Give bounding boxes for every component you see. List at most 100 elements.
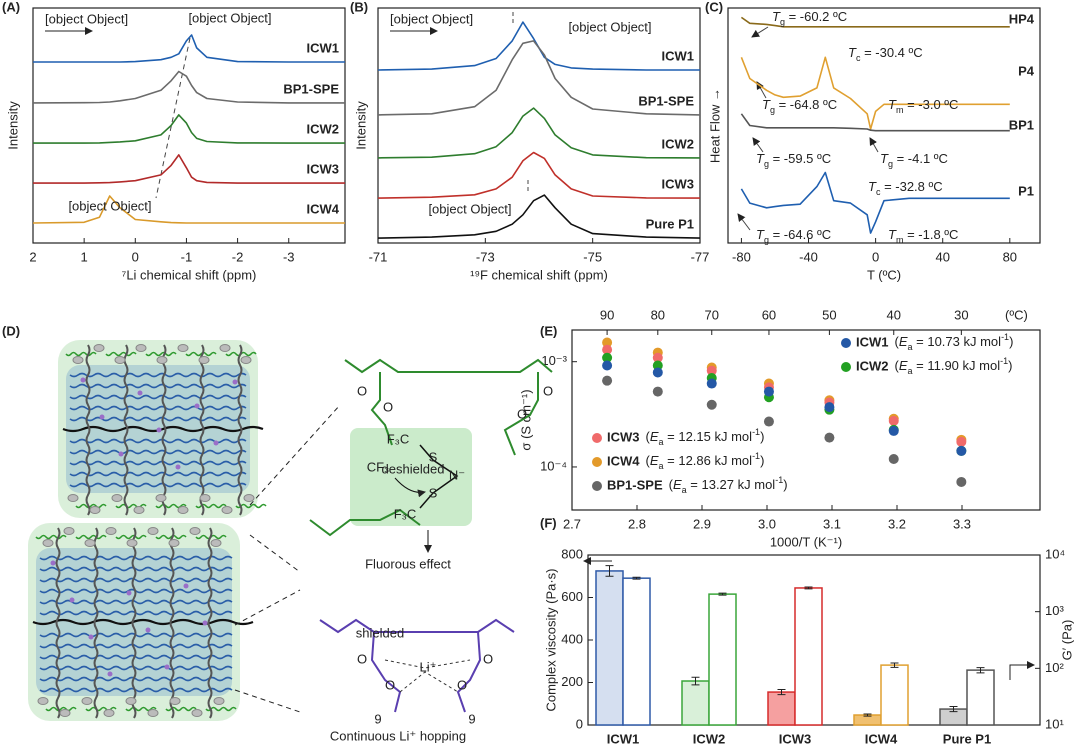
anion	[72, 356, 84, 364]
text-part: a	[659, 437, 664, 447]
peak-guide	[512, 12, 529, 194]
text-part: = -3.0 ºC	[903, 97, 958, 112]
plot-frame	[727, 7, 1041, 244]
legend-marker	[592, 481, 602, 491]
anion	[42, 539, 54, 547]
y2-tick-label: 10¹	[1045, 716, 1064, 731]
chain	[115, 503, 147, 509]
text-part: T	[848, 45, 857, 60]
data-point	[888, 454, 899, 465]
x2-tick-label: 90	[600, 307, 614, 322]
anion	[210, 539, 222, 547]
annotation: Tc = -32.8 ºC	[868, 179, 943, 197]
curve	[377, 40, 701, 116]
text-part: = 11.90 kJ mol	[913, 358, 1001, 373]
green-backbone	[309, 508, 421, 537]
anion	[93, 344, 105, 352]
y-axis-title: Intensity	[5, 101, 20, 150]
x-tick-label: Pure P1	[943, 731, 991, 746]
anion	[243, 494, 255, 502]
bar	[794, 587, 823, 726]
curve	[740, 171, 1010, 234]
li-ion	[202, 620, 208, 626]
chain	[105, 351, 137, 357]
green-backbone	[344, 358, 553, 374]
x-tick-label: 3.0	[758, 516, 776, 531]
bar	[622, 577, 651, 726]
x-tick-label: -77	[691, 249, 710, 264]
legend-note: (Ea = 12.86 kJ mol-1)	[646, 451, 765, 471]
anion	[135, 344, 147, 352]
anion	[105, 527, 117, 535]
text-part: = -64.8 ºC	[775, 97, 837, 112]
li-ion	[156, 427, 162, 433]
series-label: P1	[1018, 183, 1034, 198]
text-part: (	[669, 477, 674, 492]
x-tick-label: -75	[583, 249, 602, 264]
curve	[377, 194, 701, 239]
legend-label: ICW3	[607, 429, 640, 444]
crosslink	[237, 344, 243, 516]
li-ion	[99, 414, 105, 420]
data-point	[652, 367, 663, 378]
crosslink	[161, 344, 167, 516]
x2-axis-title: (ºC)	[1005, 307, 1028, 322]
y-axis-title: Intensity	[353, 101, 368, 150]
bar	[966, 669, 995, 726]
annotation: Tc = -30.4 ºC	[848, 45, 923, 63]
legend-marker	[841, 362, 851, 372]
text-part: g	[764, 159, 769, 169]
crosslink	[207, 527, 213, 719]
data-point	[652, 386, 663, 397]
anion	[133, 506, 145, 514]
data-point	[956, 445, 967, 456]
y-tick-label: 600	[561, 589, 583, 604]
chain	[39, 577, 233, 583]
text-part: = -64.6 ºC	[769, 227, 831, 242]
data-point	[602, 360, 613, 371]
series-label: ICW4	[307, 201, 340, 216]
diagram-text: deshielded	[382, 461, 445, 476]
annotation-arrow	[869, 137, 879, 153]
text-part: T	[772, 9, 781, 24]
callout-line	[249, 534, 301, 573]
x-tick-label: 2.9	[693, 516, 711, 531]
chain	[85, 706, 117, 712]
chain	[62, 425, 264, 433]
text-part: a	[908, 342, 913, 352]
text-part: )	[760, 453, 764, 468]
chain	[65, 351, 97, 357]
axis-arrow	[1009, 661, 1035, 680]
chain	[69, 471, 247, 477]
plot-frame	[571, 329, 1041, 511]
anion	[156, 356, 168, 364]
x2-tick-label: 40	[887, 307, 901, 322]
annotation: [object Object]	[45, 11, 128, 26]
data-point	[956, 436, 967, 447]
chain	[69, 405, 247, 411]
text-part: E	[899, 358, 908, 373]
data-point	[763, 386, 774, 397]
annotation: Tg = -59.5 ºC	[756, 151, 831, 169]
x-tick-label: 0	[132, 249, 139, 264]
crosslink	[199, 344, 205, 516]
diagram-text: O	[383, 399, 393, 414]
text-part: a	[908, 366, 913, 376]
annotation-arrow	[752, 137, 764, 153]
curve	[377, 21, 700, 71]
text-part: g	[780, 17, 785, 27]
data-point	[888, 425, 899, 436]
chain	[39, 643, 233, 649]
data-point	[956, 476, 967, 487]
text-part: a	[682, 485, 687, 495]
panel-label: (B)	[350, 0, 368, 14]
diagram-text: O	[357, 651, 367, 666]
chain	[165, 706, 197, 712]
series-label: BP1-SPE	[283, 81, 339, 96]
x-tick-label: 2.7	[563, 516, 581, 531]
text-part: )	[1009, 334, 1013, 349]
text-part: = 13.27 kJ mol	[687, 477, 776, 492]
curve	[32, 70, 345, 104]
li-ion	[126, 590, 132, 596]
